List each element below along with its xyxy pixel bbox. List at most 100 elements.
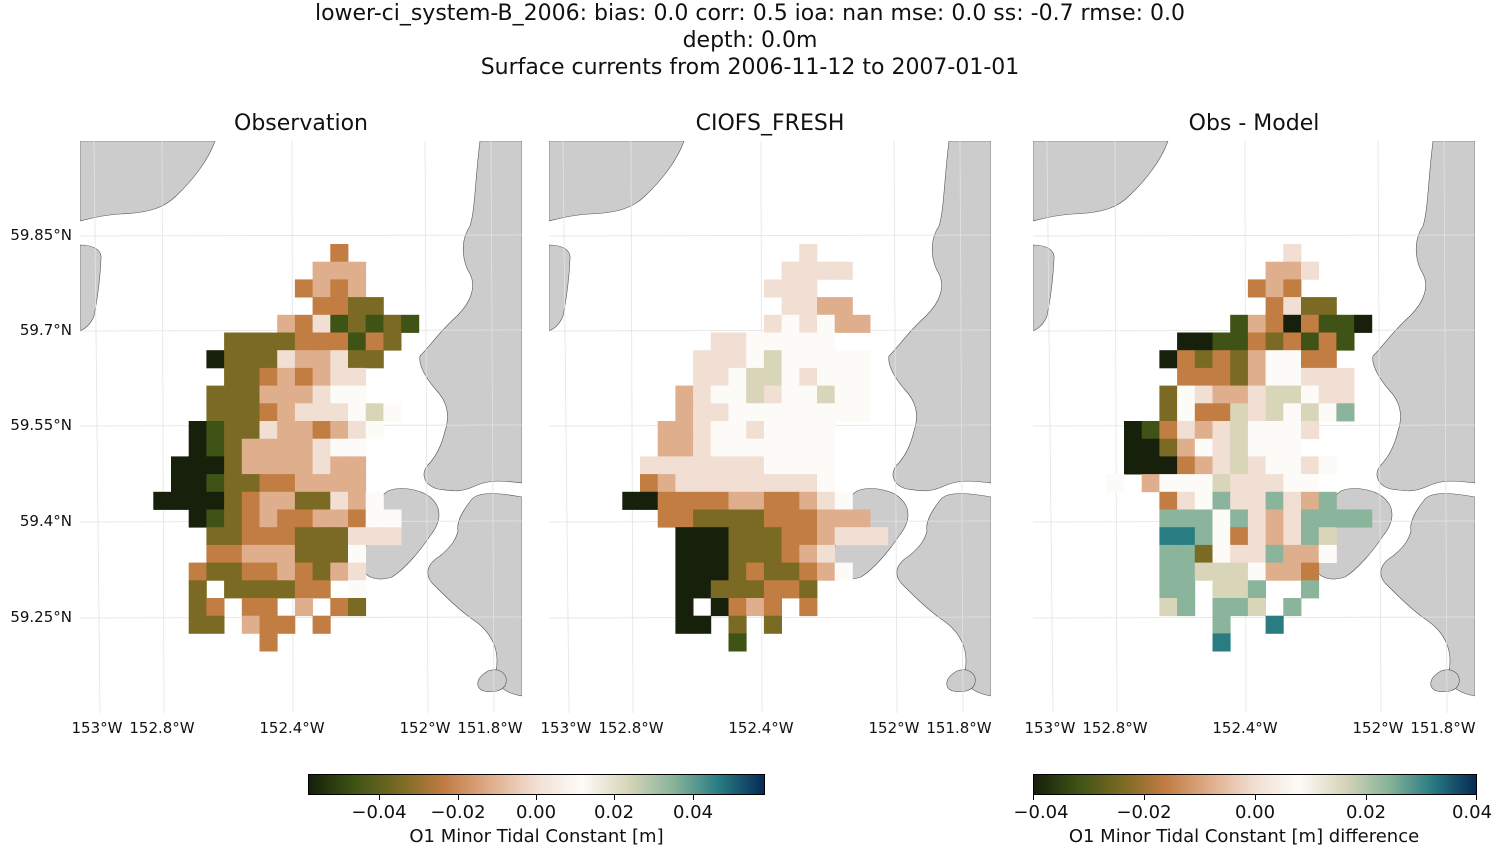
heatmap-cell [383,314,402,333]
heatmap-cell [1230,314,1249,333]
longitude-gridline [562,141,570,713]
heatmap-cell [799,491,818,510]
heatmap-cell [1265,367,1284,386]
heatmap-cell [294,527,313,546]
heatmap-cell [1318,297,1337,316]
heatmap-cell [834,261,853,280]
heatmap-cell [188,562,207,581]
heatmap-cell [675,474,694,493]
heatmap-cell [330,421,349,440]
heatmap-cell [1230,491,1249,510]
heatmap-cell [1247,474,1266,493]
land-polygon [549,244,571,332]
heatmap-cell [657,421,676,440]
heatmap-cell [817,474,836,493]
heatmap-cell [330,332,349,351]
land-polygon [549,141,685,222]
heatmap-cell [1265,279,1284,298]
heatmap-cell [817,403,836,422]
heatmap-cell [693,580,712,599]
heatmap-cell [657,438,676,457]
heatmap-cell [1159,491,1178,510]
heatmap-cell [1265,527,1284,546]
heatmap-cell [728,615,747,634]
heatmap-cell [294,350,313,369]
heatmap-cell [330,456,349,475]
heatmap-cell [1230,350,1249,369]
heatmap-cell [1230,509,1249,528]
heatmap-cell [693,527,712,546]
heatmap-cell [1247,456,1266,475]
latitude-gridline [1033,234,1475,237]
heatmap-cell [1318,350,1337,369]
heatmap-cell [817,562,836,581]
heatmap-cell [781,544,800,563]
heatmap-cell [817,297,836,316]
heatmap-cell [259,438,278,457]
heatmap-cell [1336,367,1355,386]
heatmap-cell [1212,615,1231,634]
heatmap-cell [348,509,367,528]
heatmap-cell [693,421,712,440]
heatmap-cell [277,544,296,563]
longitude-gridline [1114,141,1118,713]
heatmap-cell [817,314,836,333]
heatmap-cell [1265,350,1284,369]
heatmap-cell [1247,580,1266,599]
heatmap-cell [1212,509,1231,528]
heatmap-cell [1230,438,1249,457]
heatmap-cell [1159,350,1178,369]
land-polygon [1033,141,1169,222]
lat-label-59-55: 59.55°N [10,416,72,434]
heatmap-cell [206,615,225,634]
heatmap-cell [259,385,278,404]
colorbar-difference [1033,774,1477,795]
land-polygon [80,141,216,222]
heatmap-cell [693,456,712,475]
heatmap-cell [277,403,296,422]
heatmap-cell [763,598,782,617]
heatmap-cell [1141,456,1160,475]
heatmap-cell [312,367,331,386]
heatmap-cell [277,580,296,599]
heatmap-cell [294,332,313,351]
heatmap-cell [1336,385,1355,404]
heatmap-cell [1265,332,1284,351]
longitude-gridline [93,141,101,713]
heatmap-cell [1212,350,1231,369]
heatmap-cell [1318,456,1337,475]
heatmap-cell [1354,509,1373,528]
heatmap-cell [817,261,836,280]
heatmap-cell [188,421,207,440]
heatmap-cell [1177,332,1196,351]
heatmap-cell [1177,438,1196,457]
heatmap-cell [330,474,349,493]
heatmap-cell [171,456,190,475]
heatmap-cell [1265,509,1284,528]
heatmap-cell [1301,509,1320,528]
heatmap-cell [1230,527,1249,546]
heatmap-cell [312,474,331,493]
lon-label-152-8w: 152.8°W [598,719,664,737]
heatmap-cell [330,491,349,510]
heatmap-cell [365,491,384,510]
heatmap-cell [781,279,800,298]
heatmap-cell [852,367,871,386]
heatmap-cell [817,332,836,351]
heatmap-cell [1194,438,1213,457]
heatmap-cell [1301,474,1320,493]
heatmap-cell [728,580,747,599]
heatmap-cell [153,491,172,510]
heatmap-cell [224,474,243,493]
heatmap-cell [206,350,225,369]
heatmap-cell [693,438,712,457]
heatmap-cell [1194,544,1213,563]
heatmap-cell [312,580,331,599]
heatmap-cell [763,367,782,386]
heatmap-cell [348,403,367,422]
heatmap-cell [294,279,313,298]
lat-label-59-25: 59.25°N [10,608,72,626]
suptitle-line2: depth: 0.0m [682,28,818,53]
longitude-gridline [1443,141,1448,713]
heatmap-cell [171,474,190,493]
